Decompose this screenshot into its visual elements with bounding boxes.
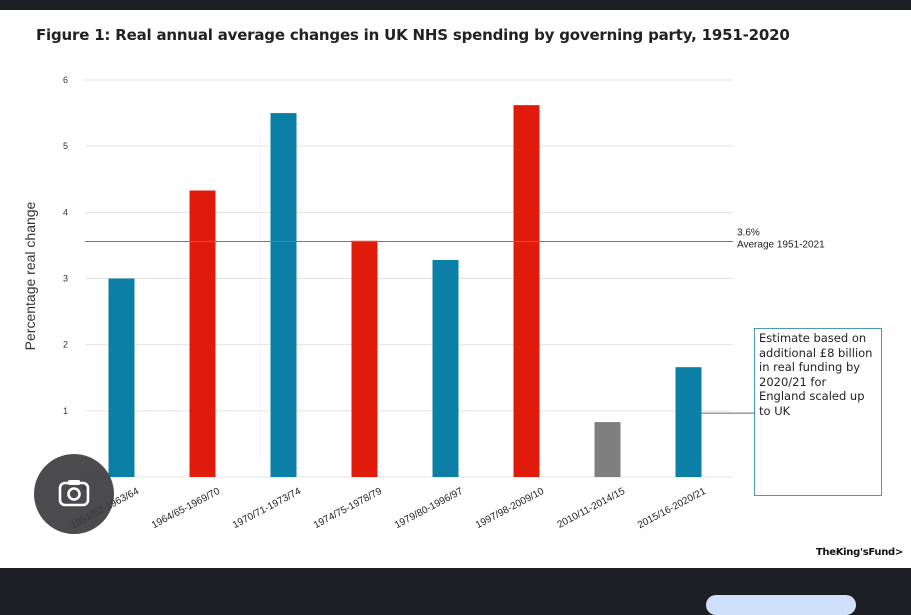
annotation-line: 2020/21 for: [759, 374, 827, 389]
bar: [270, 113, 297, 477]
annotation-line: to UK: [759, 403, 791, 418]
x-tick-label: 1974/75-1978/79: [312, 486, 384, 531]
grid-lines: [85, 79, 733, 478]
annotation-line: additional £8 billion: [759, 345, 873, 360]
x-tick-label: 1964/65-1969/70: [150, 486, 222, 531]
x-tick-label: 1997/98-2009/10: [474, 486, 546, 531]
bar: [513, 105, 540, 477]
y-tick-label: 2: [63, 340, 68, 350]
annotation-line: in real funding by: [759, 360, 861, 374]
annotation-line: Estimate based on: [759, 331, 867, 345]
chart-title: Figure 1: Real annual average changes in…: [36, 26, 790, 44]
average-value-label: 3.6%: [737, 227, 760, 238]
bar: [432, 259, 459, 477]
x-tick-label: 2010/11-2014/15: [556, 486, 628, 531]
y-tick-label: 6: [63, 75, 68, 85]
y-tick-label: 3: [63, 274, 68, 284]
bar: [108, 278, 135, 477]
y-axis-label: Percentage real change: [22, 201, 38, 350]
bar: [594, 422, 621, 477]
annotation-line: England scaled up: [759, 389, 865, 403]
bottom-action-pill[interactable]: [706, 595, 856, 615]
bar: [189, 190, 216, 477]
x-tick-labels: 1951/52-1963/641964/65-1969/701970/71-19…: [69, 486, 708, 531]
google-lens-icon: [58, 480, 90, 507]
y-tick-label: 4: [63, 207, 68, 217]
kings-fund-logo: TheKing'sFund>: [815, 547, 903, 558]
bar: [351, 240, 378, 477]
chart-card: Figure 1: Real annual average changes in…: [0, 10, 911, 568]
bars: [108, 105, 702, 477]
x-tick-label: 1970/71-1973/74: [231, 486, 303, 531]
y-tick-labels: 1 2 3 4 5 6: [63, 75, 68, 416]
y-tick-label: 1: [63, 406, 68, 416]
annotation-box: Estimate based on additional £8 billion in…: [754, 328, 882, 496]
bar: [675, 367, 702, 477]
x-tick-label: 2015/16-2020/21: [636, 486, 708, 531]
average-line-group: 3.6%Average 1951-2021: [85, 227, 825, 250]
y-tick-label: 5: [63, 141, 68, 151]
google-lens-button[interactable]: [34, 454, 114, 534]
x-tick-label: 1979/80-1996/97: [393, 486, 465, 531]
average-label: Average 1951-2021: [737, 239, 825, 250]
